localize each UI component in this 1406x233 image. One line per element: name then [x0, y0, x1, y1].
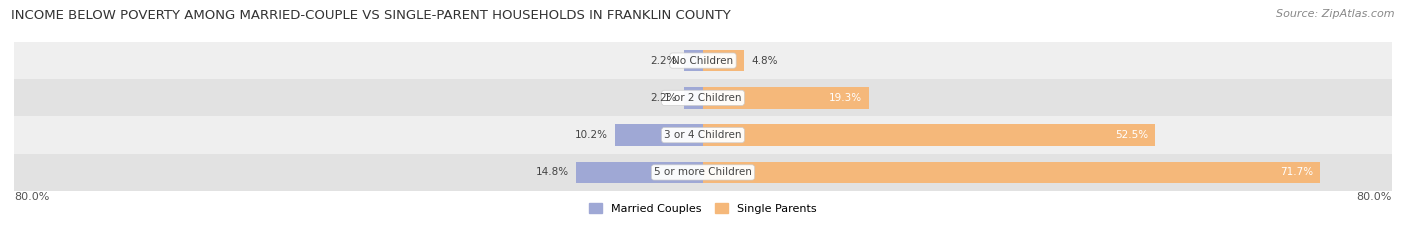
Bar — [685, 87, 703, 109]
Text: 1 or 2 Children: 1 or 2 Children — [664, 93, 742, 103]
Bar — [703, 87, 869, 109]
Legend: Married Couples, Single Parents: Married Couples, Single Parents — [585, 199, 821, 218]
Text: 5 or more Children: 5 or more Children — [654, 168, 752, 177]
Text: 52.5%: 52.5% — [1115, 130, 1149, 140]
Text: No Children: No Children — [672, 56, 734, 65]
Text: 2.2%: 2.2% — [651, 56, 678, 65]
Text: 10.2%: 10.2% — [575, 130, 609, 140]
Bar — [703, 50, 744, 71]
Bar — [14, 42, 1392, 79]
Bar — [703, 162, 1320, 183]
Text: 80.0%: 80.0% — [14, 192, 49, 202]
Text: 71.7%: 71.7% — [1281, 168, 1313, 177]
Text: 19.3%: 19.3% — [830, 93, 862, 103]
Text: 80.0%: 80.0% — [1357, 192, 1392, 202]
Bar — [14, 154, 1392, 191]
Bar — [14, 79, 1392, 116]
Bar — [703, 124, 1156, 146]
Text: INCOME BELOW POVERTY AMONG MARRIED-COUPLE VS SINGLE-PARENT HOUSEHOLDS IN FRANKLI: INCOME BELOW POVERTY AMONG MARRIED-COUPL… — [11, 9, 731, 22]
Text: 3 or 4 Children: 3 or 4 Children — [664, 130, 742, 140]
Text: 2.2%: 2.2% — [651, 93, 678, 103]
Bar — [575, 162, 703, 183]
Text: Source: ZipAtlas.com: Source: ZipAtlas.com — [1277, 9, 1395, 19]
Text: 14.8%: 14.8% — [536, 168, 568, 177]
Bar — [616, 124, 703, 146]
Text: 4.8%: 4.8% — [751, 56, 778, 65]
Bar — [14, 116, 1392, 154]
Bar — [685, 50, 703, 71]
